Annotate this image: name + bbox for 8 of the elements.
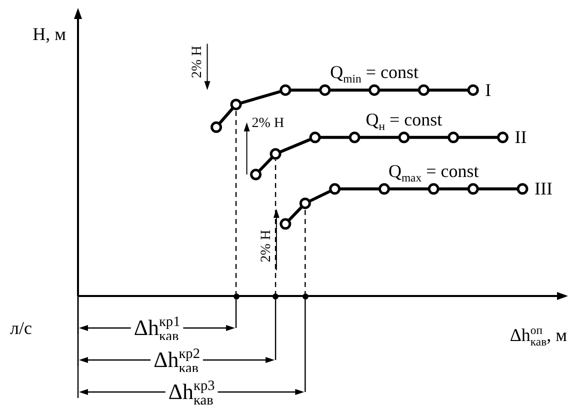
annotation: 2% H xyxy=(252,116,284,132)
annotation: 2% H xyxy=(259,230,274,262)
text: л/с xyxy=(10,318,32,338)
series-label: I xyxy=(485,80,492,100)
series-label: II xyxy=(514,127,527,148)
text: 2% H xyxy=(190,46,205,78)
series-label: III xyxy=(534,178,552,199)
y-axis-title: H, м xyxy=(32,24,66,44)
